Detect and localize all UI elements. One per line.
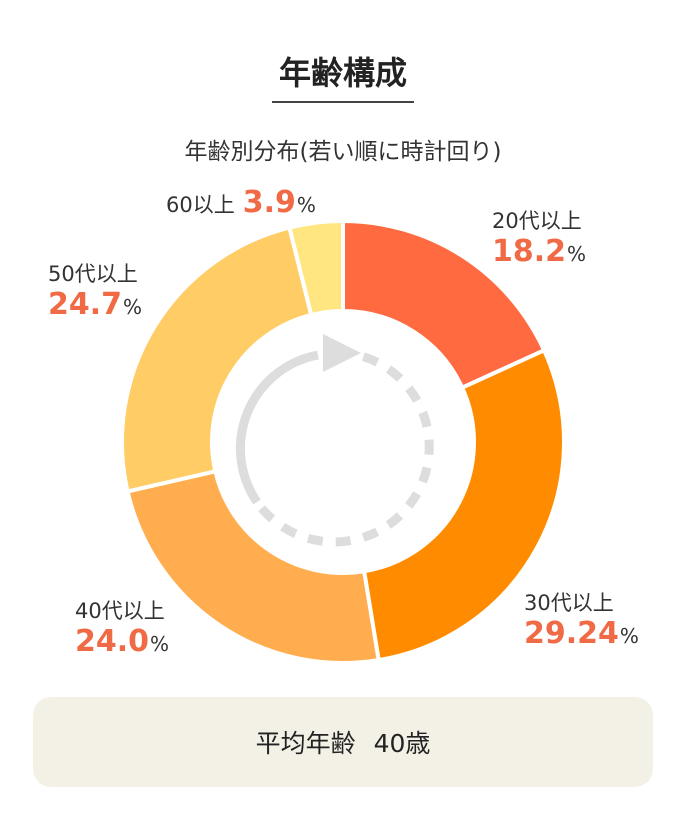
slice-value: 24.0: [75, 624, 150, 659]
slice-name: 50代以上: [48, 262, 138, 286]
donut-slice-3: [125, 468, 381, 665]
slice-label-40s: 40代以上 24.0%: [75, 599, 170, 659]
clockwise-arrow-icon: [235, 334, 434, 547]
average-age-value: 40歳: [373, 729, 431, 758]
slice-value: 3.9: [242, 185, 296, 220]
slice-value: 29.24: [524, 616, 619, 651]
slice-value: 24.7: [48, 287, 123, 322]
average-age-box: 平均年齢 40歳: [33, 697, 653, 787]
chart-subtitle: 年齢別分布(若い順に時計回り): [184, 139, 502, 165]
slice-name: 60以上: [166, 193, 235, 217]
slice-value: 18.2: [492, 234, 567, 269]
title-underline: [272, 101, 414, 103]
page-title: 年齢構成: [278, 54, 407, 92]
slice-label-60s: 60以上 3.9%: [166, 185, 316, 220]
slice-name: 30代以上: [524, 591, 614, 615]
slice-name: 40代以上: [75, 599, 165, 623]
slice-name: 20代以上: [492, 209, 582, 233]
donut-slice-4: [120, 225, 314, 494]
slice-label-20s: 20代以上 18.2%: [492, 209, 587, 269]
slice-label-30s: 30代以上 29.24%: [524, 591, 639, 651]
donut-slice-2: [361, 347, 566, 663]
average-age-label: 平均年齢: [255, 729, 356, 758]
donut-slice-1: [341, 218, 547, 391]
donut-slice-5: [286, 218, 345, 318]
slice-label-50s: 50代以上 24.7%: [48, 262, 143, 322]
